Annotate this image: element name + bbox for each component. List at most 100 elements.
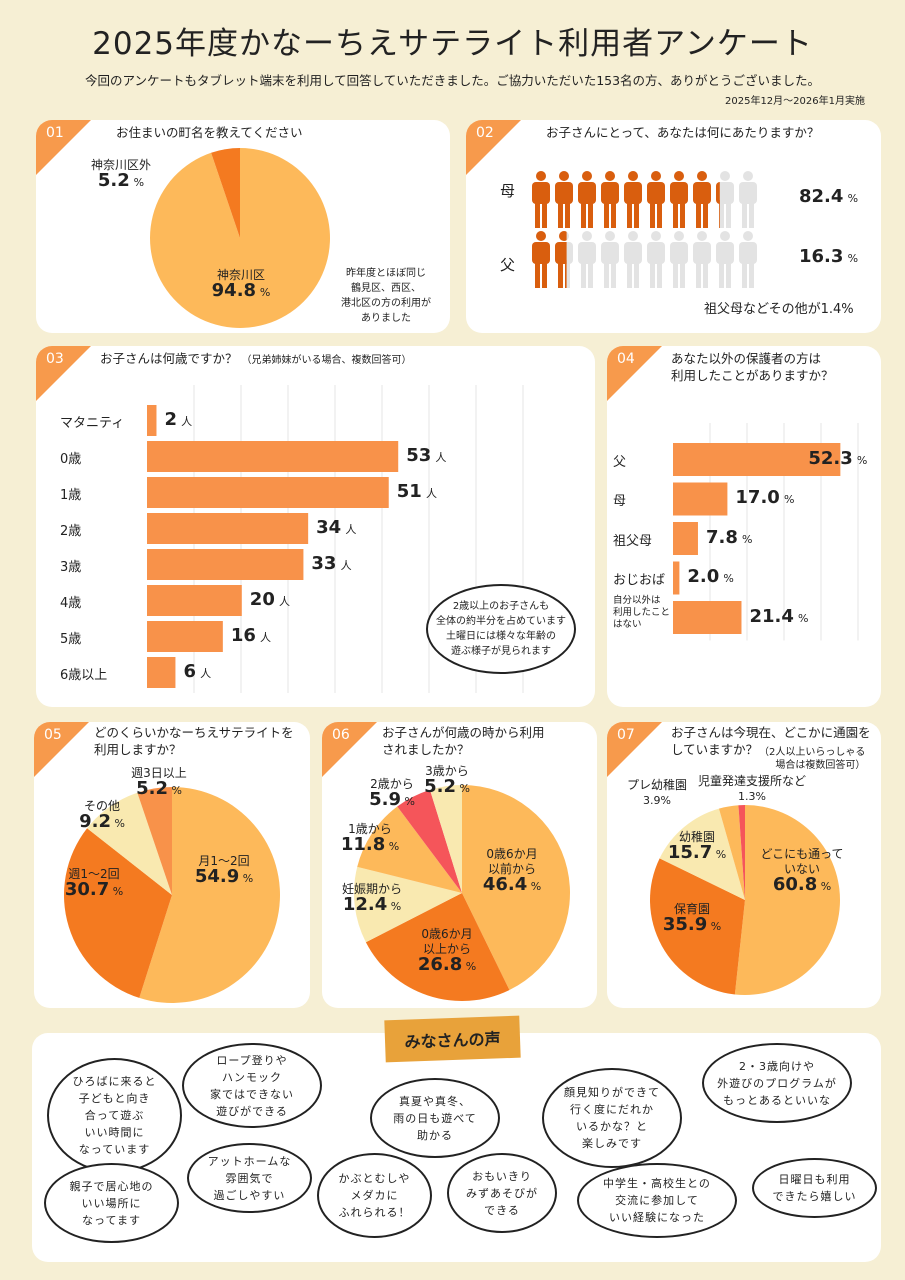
slice-name: 0歳6か月 以前から: [486, 847, 538, 876]
category-label: 4歳: [60, 595, 82, 611]
bar: [673, 601, 742, 634]
pie-slice: [718, 805, 745, 900]
pie-label: 神奈川区外 5.2 %: [90, 158, 151, 191]
pie-slice: [429, 785, 462, 893]
slice-value: 60.8 %: [772, 874, 832, 895]
question-text: お子さんにとって、あなたは何にあたりますか？: [546, 125, 820, 140]
slice-name: 3歳から: [425, 764, 469, 778]
subtitle: 今回のアンケートもタブレット端末を利用して回答していただきました。ご協力いただい…: [84, 73, 821, 88]
category-label: 2歳: [60, 523, 82, 539]
value-label: 17.0 %: [735, 487, 795, 508]
value-label: 6 人: [183, 660, 212, 682]
slice-value: 15.7 %: [667, 842, 727, 863]
voice-bubble: アットホームな 雰囲気で 過ごしやすい: [187, 1143, 312, 1213]
person-icon: [532, 171, 550, 228]
pie-slice: [63, 828, 172, 998]
person-icon: [624, 171, 642, 228]
pie-slice: [650, 858, 745, 995]
corner-tab: [607, 346, 662, 401]
bar: [147, 585, 242, 616]
card-q7: 07 お子さんは今現在、どこかに通園を していますか？ （2人以上いらっしゃる …: [607, 722, 881, 1008]
pie-chart-q6: [354, 785, 570, 1001]
value-label: 33 人: [311, 552, 352, 574]
category-label: 祖父母: [613, 533, 653, 549]
bar: [147, 405, 157, 436]
question-text: お子さんは今現在、どこかに通園を していますか？: [671, 725, 871, 757]
bar: [147, 549, 304, 580]
voice-bubble: 2・3歳向けや 外遊びのプログラムが もっとあるといいな: [702, 1043, 852, 1123]
slice-value: 9.2 %: [79, 811, 125, 832]
slice-name: 保育園: [673, 902, 710, 916]
slice-name: 2歳から: [370, 777, 414, 791]
value-label: 52.3 %: [808, 447, 868, 469]
category-label: 母: [613, 494, 627, 509]
voice-bubble: おもいきり みずあそびが できる: [447, 1153, 557, 1233]
person-icon: [670, 171, 688, 228]
value-label: 53 人: [406, 444, 447, 466]
slice-name: 児童発達支援所など: [697, 774, 806, 788]
pie-label: 月1～2回 54.9 %: [179, 854, 269, 886]
pie-slice: [738, 805, 745, 900]
question-number: 01: [46, 125, 64, 141]
category-label: 父: [613, 454, 627, 470]
category-label: 0歳: [60, 451, 82, 467]
pie-label: 保育園 35.9 %: [652, 902, 732, 934]
pie-label: 1歳から 11.8 %: [330, 822, 410, 854]
page-title: 2025年度かなーちえサテライト利用者アンケート: [92, 26, 813, 62]
question-number: 07: [617, 727, 635, 743]
value-father: 16.3 %: [799, 246, 859, 267]
voice-bubble: 親子で居心地の いい場所に なってます: [44, 1163, 179, 1243]
slice-value: 12.4 %: [342, 894, 402, 915]
question-number: 02: [476, 125, 494, 141]
pie-chart-q1: [150, 148, 331, 328]
pie-slice: [354, 866, 462, 943]
person-icon: [716, 231, 734, 288]
pie-slice: [150, 148, 331, 328]
question-text: お住まいの町名を教えてください: [116, 125, 303, 140]
pie-label: 神奈川区 94.8 %: [211, 268, 271, 301]
slice-value: 5.2 %: [136, 778, 182, 799]
row-label-father: 父: [500, 256, 516, 274]
category-label: 6歳以上: [60, 667, 108, 683]
callout-bubble: 2歳以上のお子さんも 全体の約半分を占めています 土曜日には様々な年齢の 遊ぶ様…: [426, 584, 576, 674]
slice-name: プレ幼稚園: [626, 778, 687, 792]
pie-label: 妊娠期から 12.4 %: [327, 882, 417, 914]
pie-slice: [734, 805, 840, 995]
slice-name: 週1～2回: [68, 867, 120, 881]
slice-value: 35.9 %: [662, 914, 722, 935]
category-label: 1歳: [60, 487, 82, 503]
person-icon-chart: [532, 171, 757, 288]
category-label: 自分以外は 利用したこと はない: [613, 595, 671, 630]
voice-bubble: 中学生・高校生との 交流に参加して いい経験になった: [577, 1163, 737, 1238]
slice-name: 妊娠期から: [341, 882, 402, 896]
voice-bubble: 真夏や真冬、 雨の日も遊べて 助かる: [370, 1078, 500, 1158]
card-voices: ひろばに来ると 子どもと向き 合って遊ぶ いい時間に なっています ロープ登りや …: [32, 1033, 881, 1262]
bar: [673, 561, 680, 595]
category-label: おじおば: [613, 573, 666, 588]
category-label: 5歳: [60, 631, 82, 647]
pie-label: 週3日以上 5.2 %: [114, 766, 204, 798]
corner-tab: [34, 722, 89, 777]
value-label: 20 人: [249, 588, 290, 610]
person-icon: [647, 171, 665, 228]
slice-value: 5.9 %: [369, 789, 415, 810]
value-label: 34 人: [316, 516, 357, 538]
slice-name: 幼稚園: [678, 830, 715, 844]
question-text: お子さんは何歳ですか？: [100, 351, 238, 366]
pie-label: 幼稚園 15.7 %: [657, 830, 737, 862]
question-number: 06: [332, 727, 350, 743]
voices-title: みなさんの声: [384, 1015, 521, 1063]
person-icon: [739, 231, 757, 288]
voice-bubble: 顔見知りができて 行く度にだれか いるかな？と 楽しみです: [542, 1068, 682, 1168]
pie-chart-q5: [63, 787, 281, 1003]
slice-name: 1歳から: [348, 822, 392, 836]
pie-slice: [137, 787, 172, 895]
pie-slice: [365, 893, 510, 1001]
corner-tab: [36, 120, 91, 175]
question-text: どのくらいかなーちえサテライトを 利用しますか？: [94, 725, 294, 757]
pie-label: プレ幼稚園 3.9%: [617, 778, 697, 808]
slice-value: 54.9 %: [194, 866, 254, 887]
card-q1: 01 お住まいの町名を教えてください 神奈川区外 5.2 % 神奈川区 94.8 %…: [36, 120, 450, 333]
slice-name: 0歳6か月 以上から: [421, 927, 473, 956]
bar: [673, 482, 728, 516]
